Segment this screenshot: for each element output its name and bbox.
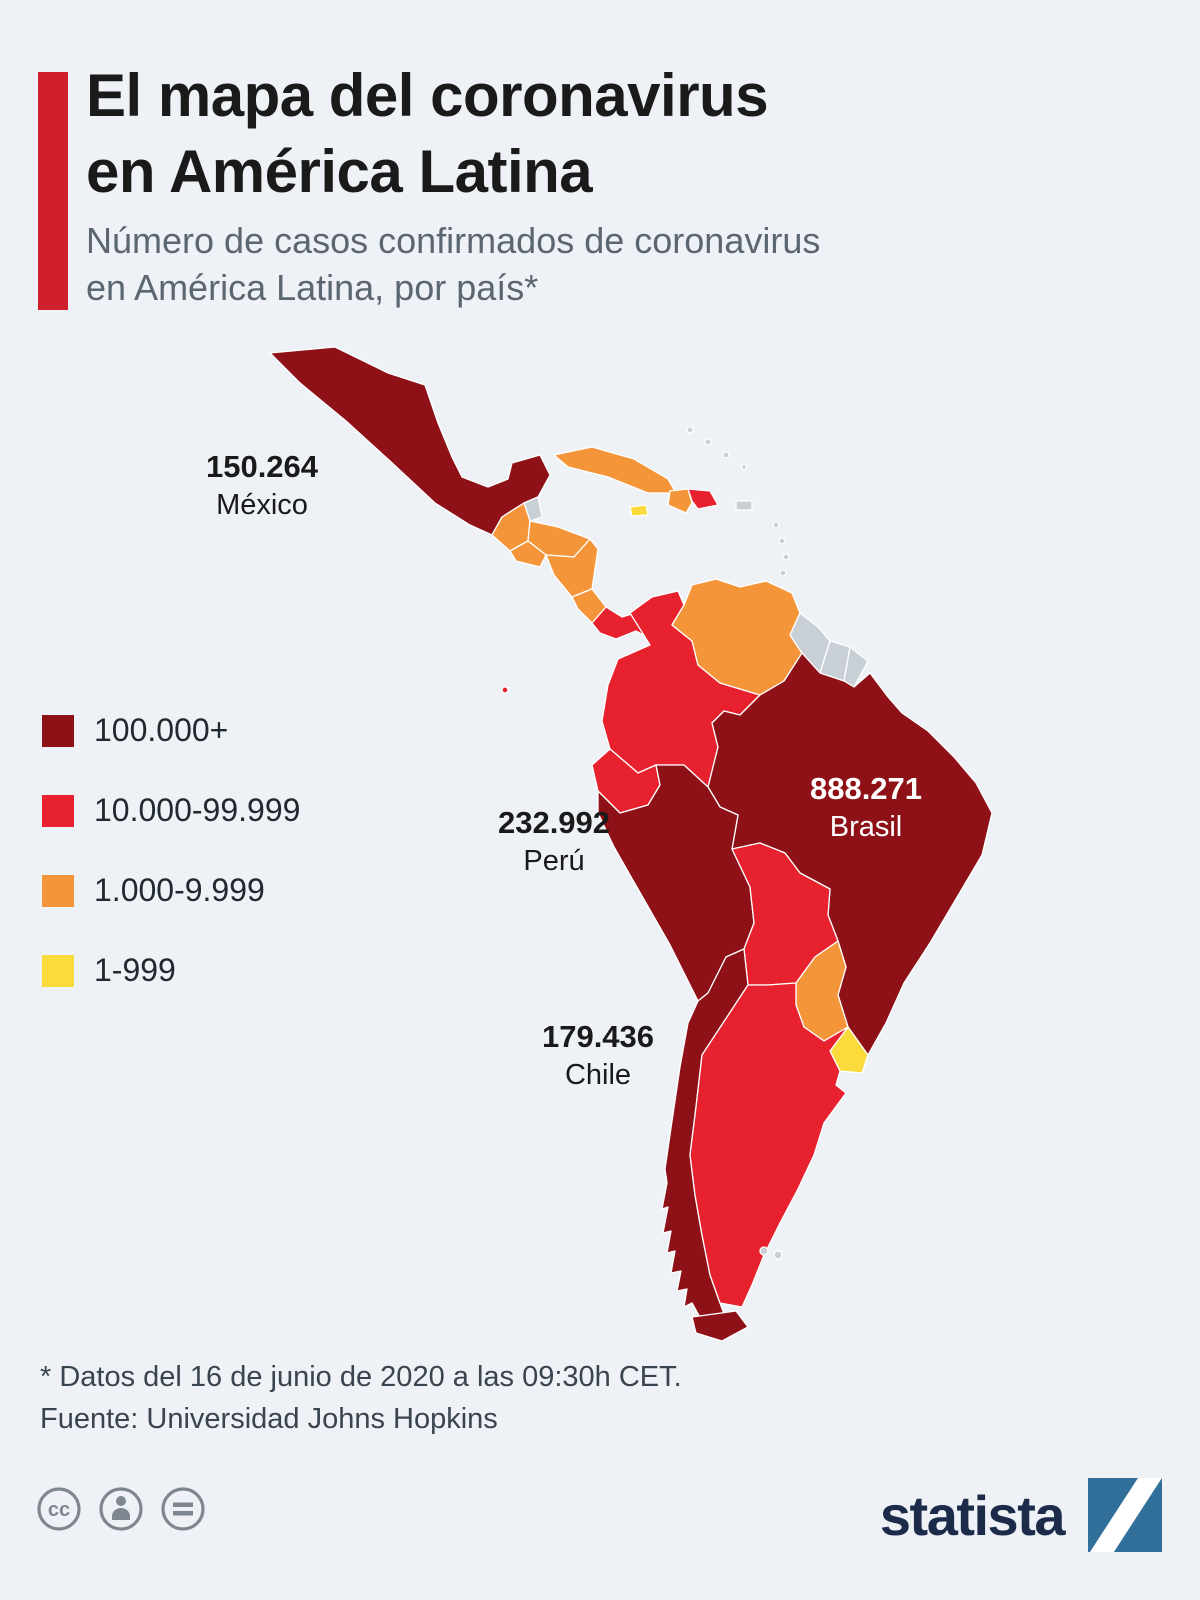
footnote: * Datos del 16 de junio de 2020 a las 09…	[40, 1356, 682, 1440]
page-title: El mapa del coronavirus en América Latin…	[86, 58, 769, 209]
country-puerto-rico	[735, 500, 753, 511]
legend-item-1-999: 1-999	[42, 952, 300, 989]
mexico-cases-value: 150.264	[205, 449, 319, 484]
accent-bar	[38, 72, 68, 310]
mexico-country-name: México	[216, 489, 308, 522]
country-mexico	[269, 346, 551, 536]
peru-country-name: Perú	[523, 845, 585, 878]
map-label-chile: 179.436 Chile	[478, 1019, 718, 1092]
chile-cases-value: 179.436	[541, 1019, 655, 1054]
legend-item-10000-99999: 10.000-99.999	[42, 792, 300, 829]
antilles-island	[779, 569, 787, 577]
legend-swatch-darkred	[42, 714, 74, 747]
bahamas-island	[740, 463, 748, 471]
no-derivatives-icon[interactable]	[160, 1486, 206, 1532]
falkland-island	[759, 1246, 769, 1256]
brasil-cases-value: 888.271	[809, 771, 923, 806]
subtitle-line-1: Número de casos confirmados de coronavir…	[86, 220, 821, 261]
falkland-island	[773, 1250, 783, 1260]
latin-america-map	[269, 346, 993, 1342]
country-cuba	[553, 446, 677, 494]
legend: 100.000+ 10.000-99.999 1.000-9.999 1-999	[42, 712, 300, 1032]
legend-label: 1-999	[94, 952, 176, 988]
legend-swatch-red	[42, 794, 74, 827]
title-line-2: en América Latina	[86, 137, 593, 205]
data-note: * Datos del 16 de junio de 2020 a las 09…	[40, 1361, 682, 1393]
bahamas-island	[722, 451, 730, 459]
attribution-icon[interactable]	[98, 1486, 144, 1532]
subtitle-line-2: en América Latina, por país*	[86, 266, 539, 308]
tierra-del-fuego-island	[691, 1310, 749, 1342]
antilles-island	[778, 537, 786, 545]
statista-wordmark: statista	[879, 1483, 1066, 1547]
chile-country-name: Chile	[564, 1059, 632, 1092]
country-dominican-republic	[687, 488, 719, 510]
source-note: Fuente: Universidad Johns Hopkins	[40, 1403, 498, 1436]
cc-license-icon[interactable]: cc	[36, 1486, 82, 1532]
legend-swatch-orange	[42, 874, 74, 907]
title-line-1: El mapa del coronavirus	[86, 62, 769, 129]
antilles-island	[782, 553, 790, 561]
country-argentina	[689, 982, 849, 1308]
page-subtitle: Número de casos confirmados de coronavir…	[86, 218, 820, 312]
antilles-island	[772, 521, 780, 529]
map-label-brasil: 888.271 Brasil	[746, 771, 986, 844]
country-el-salvador	[509, 540, 547, 568]
bahamas-island	[686, 426, 694, 434]
legend-item-100000plus: 100.000+	[42, 712, 300, 749]
cc-license-row: cc	[36, 1486, 206, 1532]
legend-label: 1.000-9.999	[94, 872, 265, 908]
peru-cases-value: 232.992	[497, 805, 611, 840]
map-label-mexico: 150.264 México	[142, 449, 382, 522]
country-nicaragua	[545, 538, 599, 598]
legend-item-1000-9999: 1.000-9.999	[42, 872, 300, 909]
legend-label: 100.000+	[94, 712, 229, 748]
statista-logo-icon	[1088, 1478, 1162, 1552]
statista-logo[interactable]: statista	[880, 1478, 1162, 1552]
country-jamaica	[629, 504, 649, 517]
svg-text:cc: cc	[48, 1499, 70, 1521]
brasil-country-name: Brasil	[829, 811, 903, 844]
bahamas-island	[704, 438, 712, 446]
legend-label: 10.000-99.999	[94, 792, 301, 828]
san-andres-island	[501, 686, 509, 694]
map-label-peru: 232.992 Perú	[434, 805, 674, 878]
legend-swatch-yellow	[42, 954, 74, 987]
country-haiti	[667, 488, 693, 514]
